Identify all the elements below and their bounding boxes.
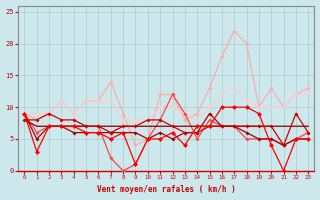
X-axis label: Vent moyen/en rafales ( km/h ): Vent moyen/en rafales ( km/h ) — [97, 185, 236, 194]
